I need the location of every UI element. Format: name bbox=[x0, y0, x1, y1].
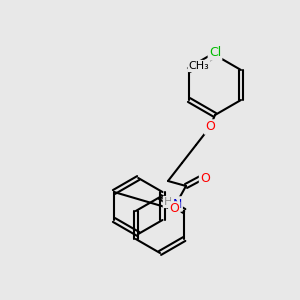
Text: Cl: Cl bbox=[209, 46, 221, 59]
Text: CH₃: CH₃ bbox=[189, 61, 209, 71]
Text: O: O bbox=[205, 121, 215, 134]
Text: N: N bbox=[172, 197, 182, 211]
Text: H: H bbox=[164, 197, 172, 207]
Text: O: O bbox=[200, 172, 210, 184]
Text: O: O bbox=[169, 202, 179, 215]
